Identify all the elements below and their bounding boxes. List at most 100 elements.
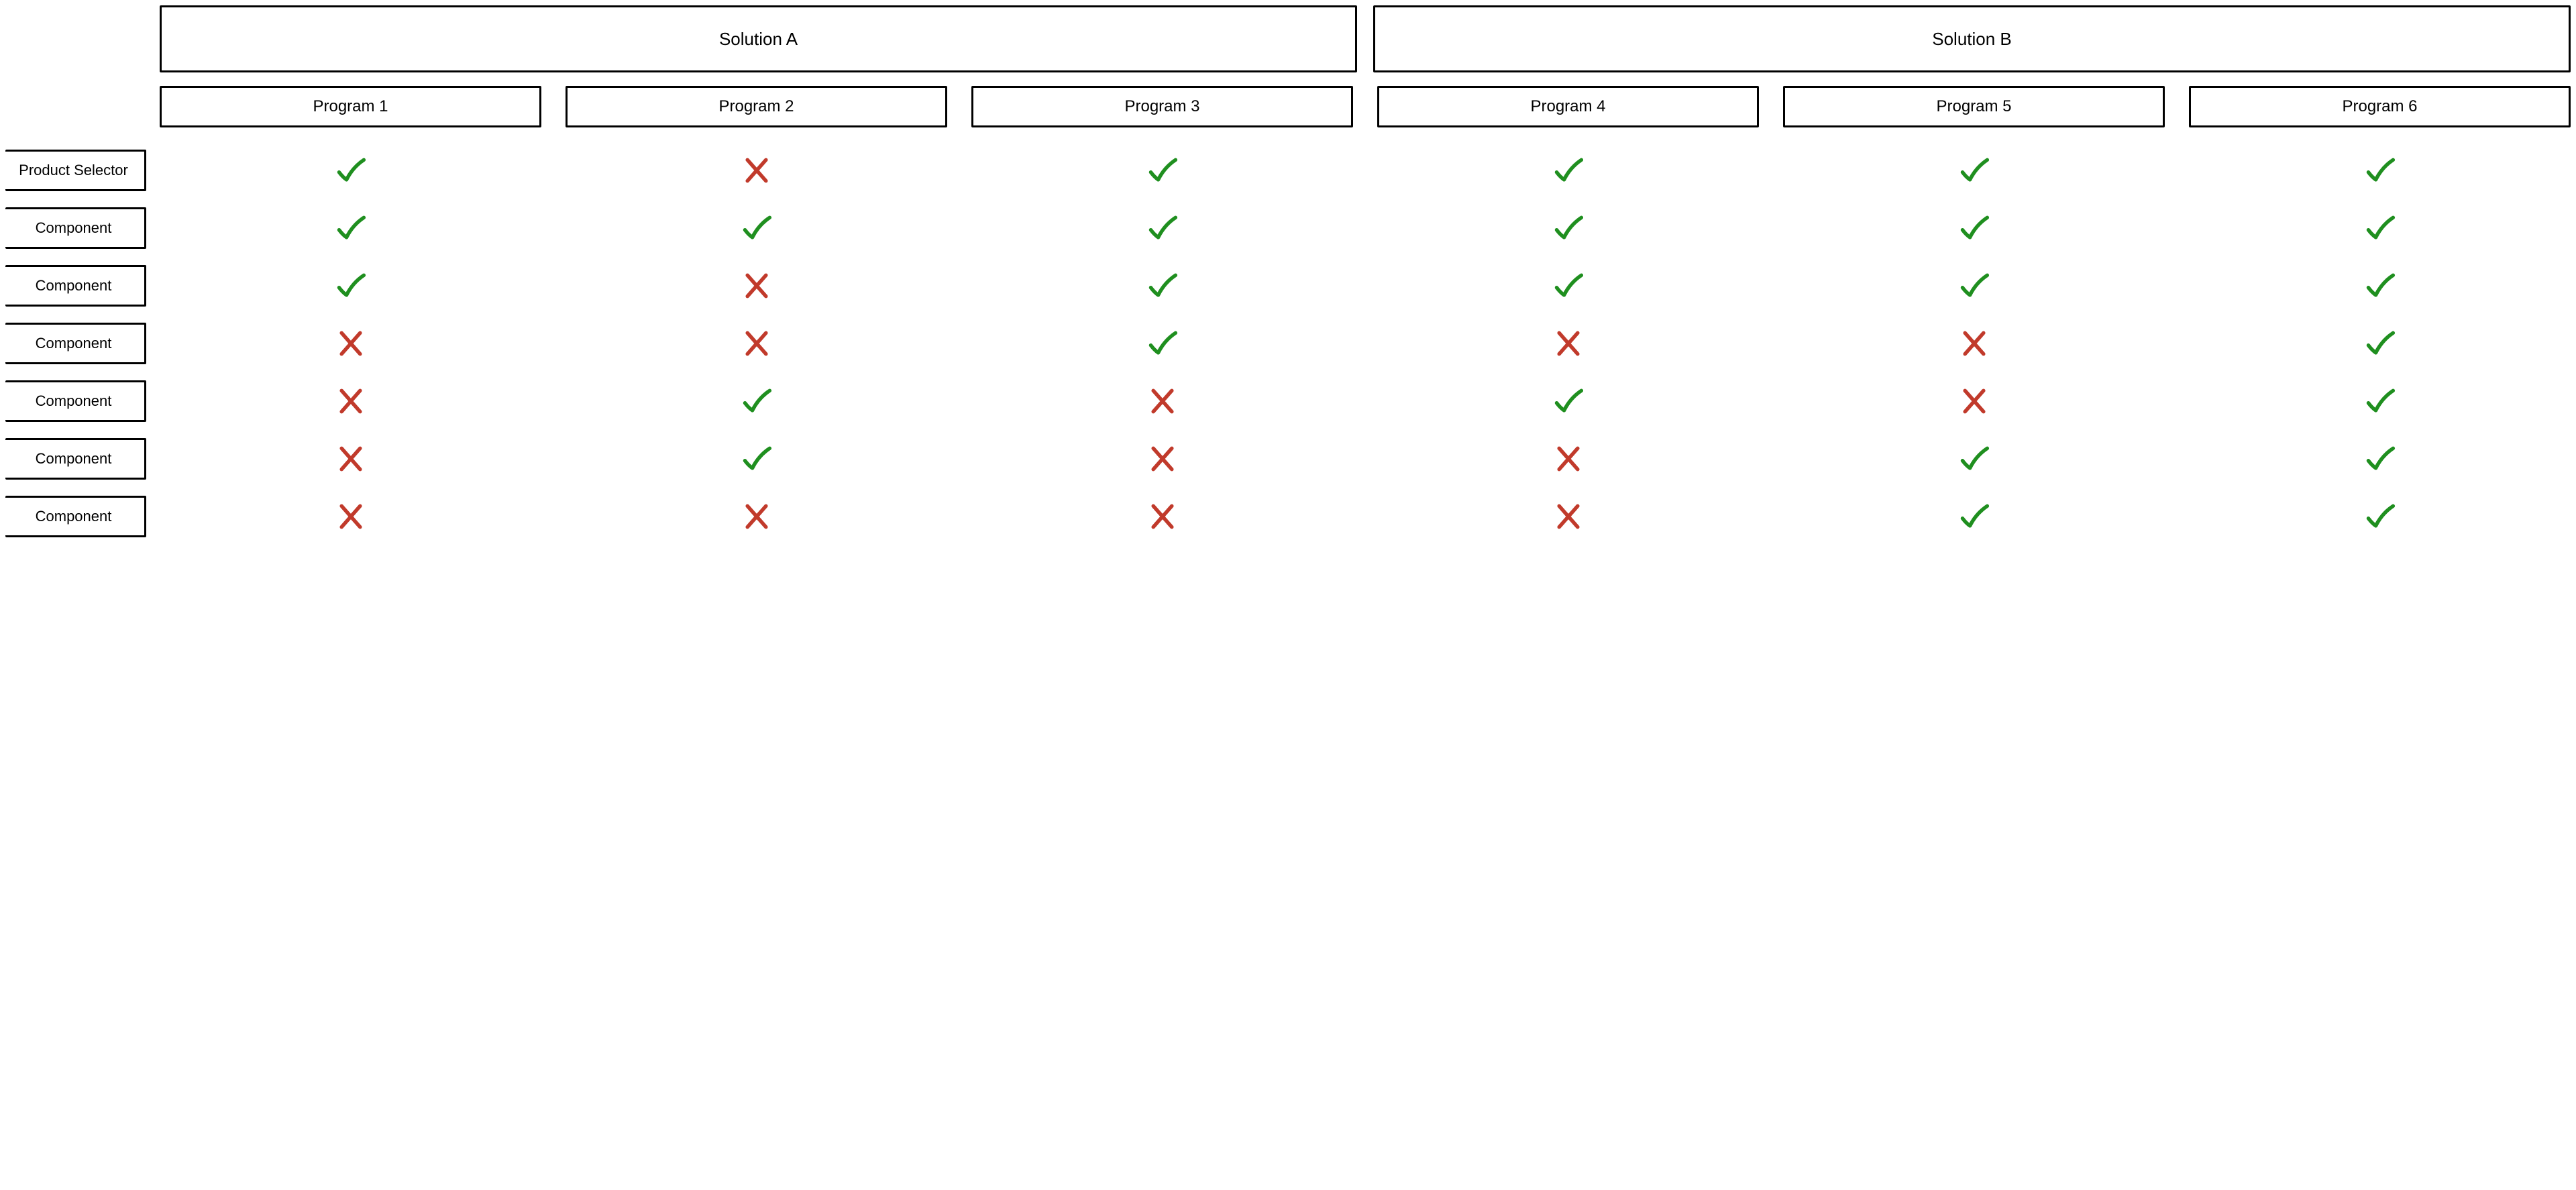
matrix-cell bbox=[1783, 443, 2165, 474]
cross-icon bbox=[1147, 386, 1178, 417]
check-icon bbox=[1553, 155, 1584, 186]
matrix-cell bbox=[566, 155, 947, 186]
matrix-cell bbox=[2189, 155, 2571, 186]
matrix-cell bbox=[1783, 501, 2165, 532]
check-icon bbox=[1553, 386, 1584, 417]
matrix-cell bbox=[971, 213, 1353, 244]
matrix-cell bbox=[160, 386, 541, 417]
program-header-row: Program 1 Program 2 Program 3 Program 4 … bbox=[160, 86, 2571, 127]
table-row: Component bbox=[5, 435, 2571, 483]
check-icon bbox=[2365, 213, 2396, 244]
check-icon bbox=[1959, 155, 1990, 186]
cross-icon bbox=[741, 155, 772, 186]
check-icon bbox=[2365, 501, 2396, 532]
matrix-cell bbox=[160, 270, 541, 301]
matrix-cell bbox=[971, 386, 1353, 417]
matrix-cell bbox=[1377, 443, 1759, 474]
program-2-header: Program 2 bbox=[566, 86, 947, 127]
matrix-cell bbox=[160, 443, 541, 474]
check-icon bbox=[2365, 386, 2396, 417]
check-icon bbox=[1959, 213, 1990, 244]
row-label: Component bbox=[5, 323, 146, 364]
check-icon bbox=[1959, 443, 1990, 474]
solution-a-header: Solution A bbox=[160, 5, 1357, 72]
cross-icon bbox=[741, 270, 772, 301]
check-icon bbox=[741, 443, 772, 474]
matrix-cell bbox=[1377, 386, 1759, 417]
cross-icon bbox=[335, 443, 366, 474]
matrix-cell bbox=[2189, 443, 2571, 474]
matrix-cell bbox=[566, 270, 947, 301]
program-6-header: Program 6 bbox=[2189, 86, 2571, 127]
matrix-cell bbox=[566, 501, 947, 532]
matrix-cell bbox=[971, 501, 1353, 532]
matrix-cell bbox=[566, 443, 947, 474]
matrix-cell bbox=[1377, 328, 1759, 359]
row-cells bbox=[160, 501, 2571, 532]
cross-icon bbox=[1959, 386, 1990, 417]
program-4-header: Program 4 bbox=[1377, 86, 1759, 127]
matrix-cell bbox=[971, 443, 1353, 474]
program-3-header: Program 3 bbox=[971, 86, 1353, 127]
matrix-cell bbox=[160, 328, 541, 359]
matrix-cell bbox=[1377, 213, 1759, 244]
matrix-cell bbox=[566, 386, 947, 417]
table-row: Component bbox=[5, 262, 2571, 310]
matrix-cell bbox=[971, 328, 1353, 359]
table-row: Component bbox=[5, 319, 2571, 368]
check-icon bbox=[1147, 328, 1178, 359]
matrix-cell bbox=[1377, 270, 1759, 301]
program-5-header: Program 5 bbox=[1783, 86, 2165, 127]
check-icon bbox=[335, 155, 366, 186]
solution-header-row: Solution A Solution B bbox=[160, 5, 2571, 72]
cross-icon bbox=[335, 386, 366, 417]
matrix-cell bbox=[2189, 501, 2571, 532]
check-icon bbox=[335, 213, 366, 244]
check-icon bbox=[1147, 270, 1178, 301]
check-icon bbox=[335, 270, 366, 301]
row-label: Component bbox=[5, 265, 146, 307]
matrix-cell bbox=[566, 213, 947, 244]
cross-icon bbox=[741, 501, 772, 532]
matrix-cell bbox=[2189, 386, 2571, 417]
table-row: Component bbox=[5, 204, 2571, 252]
cross-icon bbox=[1553, 443, 1584, 474]
solution-b-header: Solution B bbox=[1373, 5, 2571, 72]
table-row: Component bbox=[5, 377, 2571, 425]
check-icon bbox=[741, 213, 772, 244]
check-icon bbox=[1553, 270, 1584, 301]
matrix-cell bbox=[1377, 155, 1759, 186]
check-icon bbox=[1553, 213, 1584, 244]
cross-icon bbox=[1147, 443, 1178, 474]
matrix-cell bbox=[160, 213, 541, 244]
check-icon bbox=[2365, 155, 2396, 186]
row-cells bbox=[160, 270, 2571, 301]
row-label: Component bbox=[5, 438, 146, 480]
cross-icon bbox=[1553, 501, 1584, 532]
program-1-header: Program 1 bbox=[160, 86, 541, 127]
matrix-cell bbox=[1377, 501, 1759, 532]
matrix-cell bbox=[160, 155, 541, 186]
cross-icon bbox=[335, 501, 366, 532]
comparison-matrix: Solution A Solution B Program 1 Program … bbox=[5, 5, 2571, 541]
row-label: Component bbox=[5, 380, 146, 422]
check-icon bbox=[2365, 328, 2396, 359]
row-cells bbox=[160, 328, 2571, 359]
matrix-cell bbox=[971, 270, 1353, 301]
check-icon bbox=[2365, 443, 2396, 474]
table-row: Component bbox=[5, 492, 2571, 541]
row-label: Component bbox=[5, 207, 146, 249]
cross-icon bbox=[1959, 328, 1990, 359]
matrix-cell bbox=[2189, 213, 2571, 244]
matrix-cell bbox=[2189, 270, 2571, 301]
check-icon bbox=[1959, 270, 1990, 301]
matrix-cell bbox=[1783, 386, 2165, 417]
row-cells bbox=[160, 386, 2571, 417]
table-row: Product Selector bbox=[5, 146, 2571, 195]
check-icon bbox=[1147, 155, 1178, 186]
matrix-cell bbox=[1783, 328, 2165, 359]
row-label: Product Selector bbox=[5, 150, 146, 191]
cross-icon bbox=[1553, 328, 1584, 359]
matrix-cell bbox=[1783, 155, 2165, 186]
matrix-cell bbox=[971, 155, 1353, 186]
